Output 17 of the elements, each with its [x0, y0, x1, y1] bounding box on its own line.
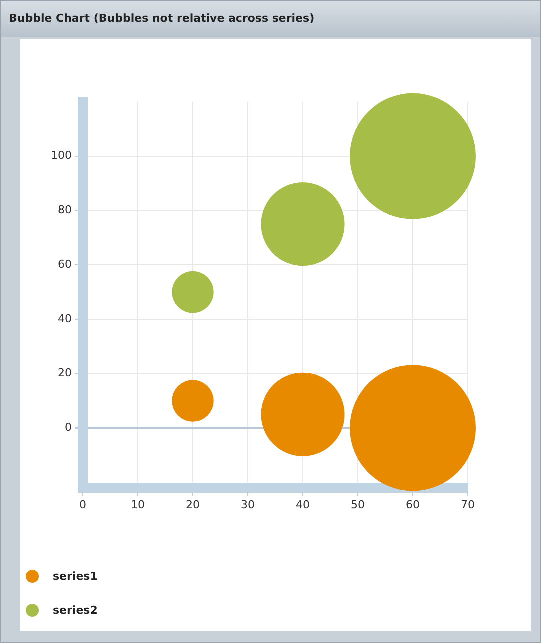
x-tick-label: 10: [131, 498, 145, 512]
y-tick-label: 100: [51, 149, 72, 162]
y-tick-label: 0: [65, 421, 72, 434]
x-tick-label: 30: [241, 498, 255, 512]
chart-title: Bubble Chart (Bubbles not relative across series): [1, 1, 540, 37]
y-tick-label: 80: [58, 204, 72, 217]
legend-label: series1: [53, 570, 98, 582]
x-tick-label: 70: [461, 498, 475, 512]
x-tick-label: 50: [351, 498, 365, 512]
x-tick-label: 40: [296, 498, 310, 512]
x-tick-label: 60: [406, 498, 420, 512]
x-tick-label: 0: [80, 498, 86, 512]
y-tick-label: 40: [58, 312, 72, 326]
y-tick-label: 60: [58, 258, 72, 271]
x-tick-label: 20: [186, 498, 200, 512]
y-tick-label: 20: [58, 366, 72, 380]
legend-label: series2: [53, 604, 98, 616]
